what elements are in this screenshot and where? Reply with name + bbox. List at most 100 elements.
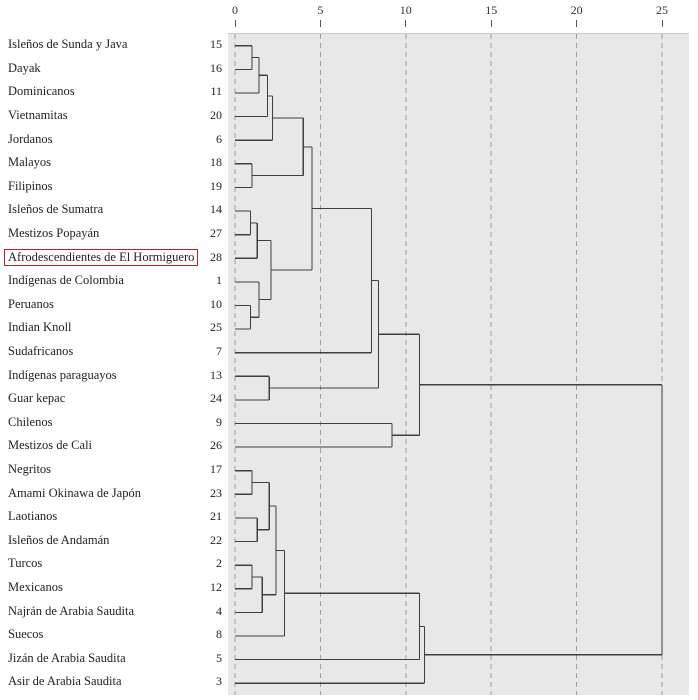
dendrogram-row: Suecos 8 <box>0 623 228 647</box>
case-number: 21 <box>210 509 222 524</box>
dendrogram-row: Indian Knoll 25 <box>0 316 228 340</box>
population-label: Chilenos <box>8 414 53 429</box>
axis-tick: 5 <box>317 0 323 27</box>
case-number: 1 <box>216 273 222 288</box>
axis-tick: 15 <box>485 0 497 27</box>
population-label: Jizán de Arabia Saudita <box>8 650 126 665</box>
case-number: 15 <box>210 37 222 52</box>
dendrogram-row: Dayak 16 <box>0 57 228 81</box>
case-number: 11 <box>210 84 222 99</box>
case-number: 6 <box>216 131 222 146</box>
dendrogram-row: Peruanos 10 <box>0 293 228 317</box>
population-label: Mestizos Popayán <box>8 226 100 241</box>
axis-tick-mark <box>661 20 663 27</box>
population-label: Mexicanos <box>8 579 63 594</box>
dendrogram-row: Laotianos 21 <box>0 505 228 529</box>
population-label: Asir de Arabia Saudita <box>8 674 122 689</box>
dendrogram-row: Jordanos 6 <box>0 127 228 151</box>
dendrogram-row: Afrodescendientes de El Hormiguero 28 <box>0 245 228 269</box>
case-number: 4 <box>216 603 222 618</box>
dendrogram-row: Mestizos Popayán 27 <box>0 222 228 246</box>
case-number: 18 <box>210 155 222 170</box>
case-number: 23 <box>210 485 222 500</box>
case-number: 3 <box>216 674 222 689</box>
axis-tick-mark <box>576 20 578 27</box>
case-number: 27 <box>210 226 222 241</box>
axis-tick: 10 <box>400 0 412 27</box>
axis-tick-label: 20 <box>570 3 583 17</box>
dendrogram-row: Indígenas de Colombia 1 <box>0 269 228 293</box>
case-number: 22 <box>210 532 222 547</box>
population-label: Turcos <box>8 556 43 571</box>
axis-tick-label: 0 <box>232 3 238 17</box>
population-label: Suecos <box>8 627 44 642</box>
dendrogram-row: Negritos 17 <box>0 458 228 482</box>
dendrogram-row: Sudafricanos 7 <box>0 340 228 364</box>
dendrogram-plot <box>228 33 689 695</box>
population-label: Negritos <box>8 461 52 476</box>
dendrogram-row: Isleños de Sumatra 14 <box>0 198 228 222</box>
axis-tick-label: 5 <box>317 3 324 17</box>
case-number: 12 <box>210 579 222 594</box>
dendrogram-row: Indígenas paraguayos 13 <box>0 363 228 387</box>
dendrogram-row: Amami Okinawa de Japón 23 <box>0 481 228 505</box>
population-label: Vietnamitas <box>8 108 68 123</box>
case-number: 2 <box>216 556 222 571</box>
population-label: Dominicanos <box>8 84 75 99</box>
axis-tick-mark <box>490 20 492 27</box>
population-label: Sudafricanos <box>8 344 74 359</box>
case-number: 17 <box>210 461 222 476</box>
axis-tick: 0 <box>232 0 238 27</box>
dendrogram-row: Jizán de Arabia Saudita 5 <box>0 646 228 670</box>
population-label: Isleños de Sunda y Java <box>8 37 128 52</box>
population-label: Peruanos <box>8 296 54 311</box>
population-label: Mestizos de Cali <box>8 438 93 453</box>
population-label: Isleños de Andamán <box>8 532 110 547</box>
case-number: 25 <box>210 320 222 335</box>
population-labels: Isleños de Sunda y Java 15 Dayak 16 Domi… <box>0 33 228 694</box>
dendrogram-row: Isleños de Sunda y Java 15 <box>0 33 228 57</box>
dendrogram-svg <box>234 34 663 695</box>
axis-tick-mark <box>319 20 321 27</box>
dendrogram-row: Asir de Arabia Saudita 3 <box>0 670 228 694</box>
axis-tick-label: 10 <box>399 3 412 17</box>
case-number: 26 <box>210 438 222 453</box>
case-number: 10 <box>210 296 222 311</box>
population-label: Dayak <box>8 60 41 75</box>
population-label: Najrán de Arabia Saudita <box>8 603 134 618</box>
population-label: Filipinos <box>8 178 53 193</box>
dendrogram-row: Filipinos 19 <box>0 175 228 199</box>
case-number: 19 <box>210 178 222 193</box>
case-number: 14 <box>210 202 222 217</box>
axis-tick-mark <box>234 20 236 27</box>
dendrogram-row: Mestizos de Cali 26 <box>0 434 228 458</box>
dendrogram-row: Dominicanos 11 <box>0 80 228 104</box>
case-number: 16 <box>210 60 222 75</box>
population-label: Indian Knoll <box>8 320 72 335</box>
dendrogram-row: Najrán de Arabia Saudita 4 <box>0 599 228 623</box>
population-label: Amami Okinawa de Japón <box>8 485 141 500</box>
axis-tick-mark <box>405 20 407 27</box>
axis-tick: 20 <box>571 0 583 27</box>
dendrogram-row: Malayos 18 <box>0 151 228 175</box>
axis-tick-label: 15 <box>485 3 498 17</box>
dendrogram-row: Mexicanos 12 <box>0 576 228 600</box>
case-number: 8 <box>216 627 222 642</box>
population-label: Isleños de Sumatra <box>8 202 104 217</box>
case-number: 20 <box>210 108 222 123</box>
population-label: Afrodescendientes de El Hormiguero <box>4 248 199 266</box>
population-label: Jordanos <box>8 131 53 146</box>
population-label: Indígenas de Colombia <box>8 273 124 288</box>
population-label: Indígenas paraguayos <box>8 367 117 382</box>
axis-tick-label: 25 <box>656 3 668 17</box>
case-number: 24 <box>210 391 222 406</box>
dendrogram-row: Turcos 2 <box>0 552 228 576</box>
distance-axis: 0 5 10 15 20 25 <box>228 0 689 33</box>
case-number: 13 <box>210 367 222 382</box>
dendrogram-row: Isleños de Andamán 22 <box>0 528 228 552</box>
case-number: 28 <box>210 249 222 264</box>
dendrogram-row: Chilenos 9 <box>0 411 228 435</box>
population-label: Laotianos <box>8 509 58 524</box>
population-label: Guar kepac <box>8 391 66 406</box>
population-label: Malayos <box>8 155 52 170</box>
